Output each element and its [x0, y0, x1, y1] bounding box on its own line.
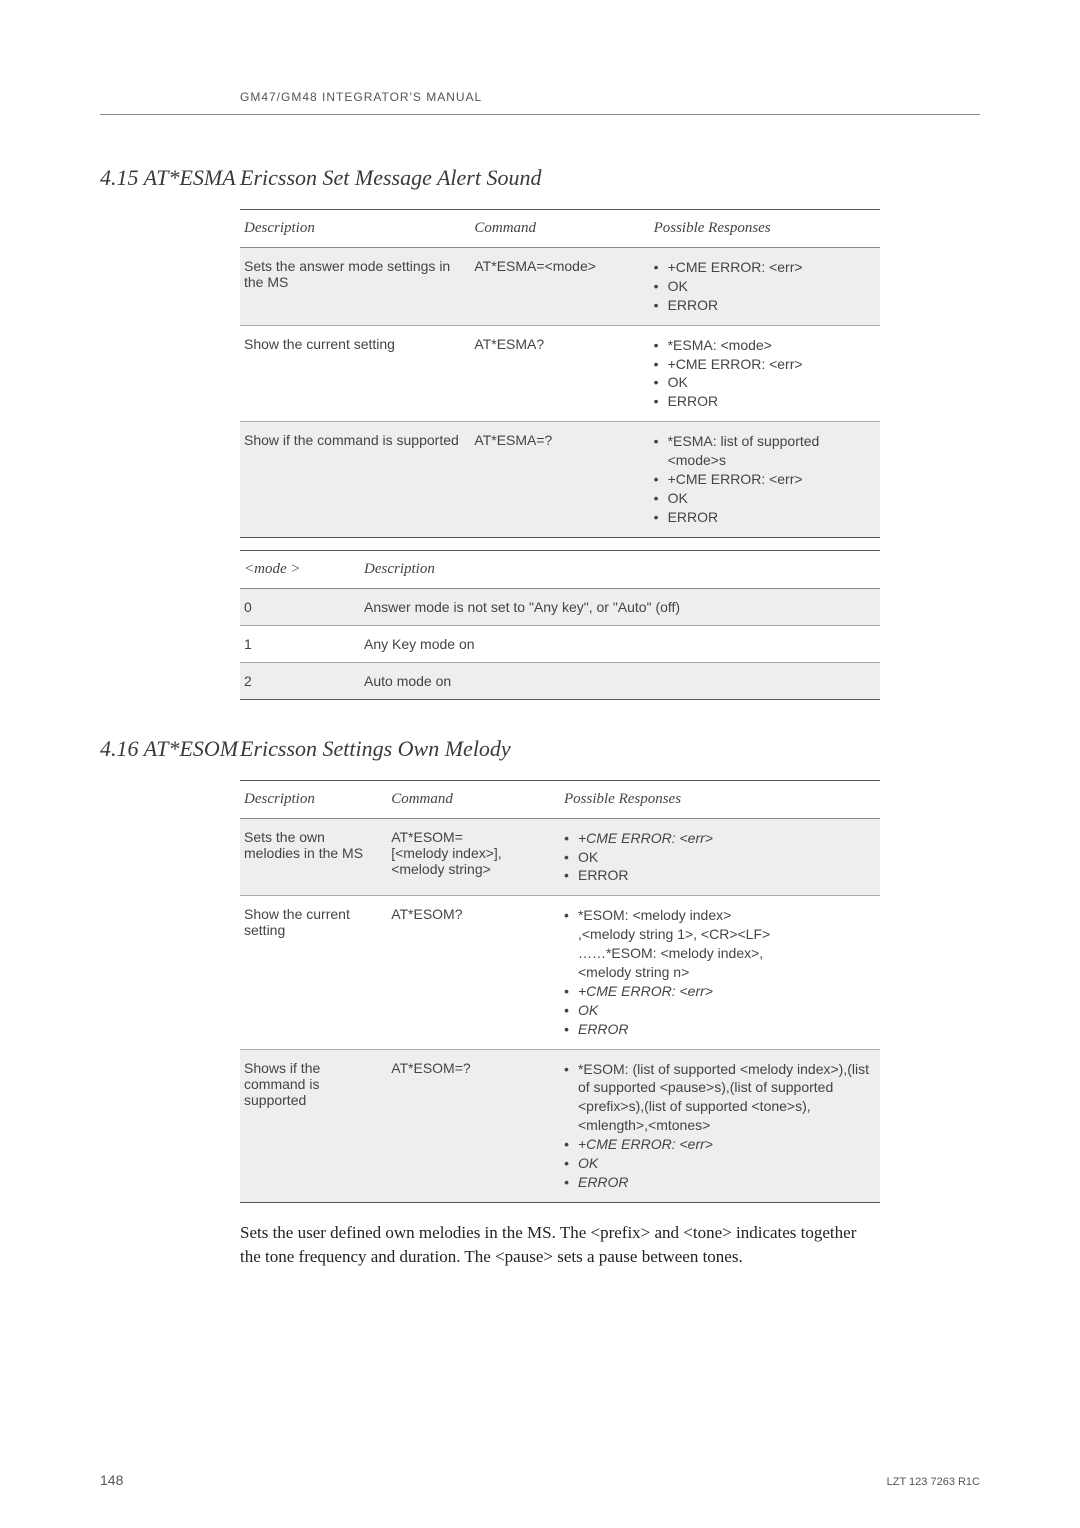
cell-responses: *ESOM: (list of supported <melody index>…: [560, 1049, 880, 1202]
response-item: *ESOM: <melody index> ,<melody string 1>…: [564, 906, 872, 982]
col-command: Command: [387, 780, 560, 818]
table-row: Shows if the command is supportedAT*ESOM…: [240, 1049, 880, 1202]
cell-description: Show the current setting: [240, 896, 387, 1049]
table-row: Sets the own melodies in the MSAT*ESOM= …: [240, 818, 880, 896]
esma-mode-table: <mode > Description 0Answer mode is not …: [240, 550, 880, 700]
col-mode-desc: Description: [360, 550, 880, 588]
table-row: 1Any Key mode on: [240, 625, 880, 662]
response-item: ERROR: [564, 1020, 872, 1039]
cell-mode: 2: [240, 662, 360, 699]
response-item: OK: [564, 1001, 872, 1020]
cell-command: AT*ESMA=<mode>: [470, 248, 649, 326]
response-item: OK: [654, 277, 872, 296]
table-head-row: <mode > Description: [240, 550, 880, 588]
body-paragraph: Sets the user defined own melodies in th…: [240, 1221, 880, 1269]
response-item: +CME ERROR: <err>: [654, 470, 872, 489]
cell-mode-desc: Auto mode on: [360, 662, 880, 699]
response-item: +CME ERROR: <err>: [654, 258, 872, 277]
cell-description: Sets the own melodies in the MS: [240, 818, 387, 896]
page: GM47/GM48 INTEGRATOR'S MANUAL 4.15 AT*ES…: [0, 0, 1080, 1528]
cell-mode-desc: Answer mode is not set to "Any key", or …: [360, 588, 880, 625]
table-row: 0Answer mode is not set to "Any key", or…: [240, 588, 880, 625]
response-item: OK: [564, 848, 872, 867]
cell-responses: *ESMA: list of supported <mode>s+CME ERR…: [650, 422, 880, 537]
table-head-row: Description Command Possible Responses: [240, 780, 880, 818]
cell-description: Shows if the command is supported: [240, 1049, 387, 1202]
cell-responses: *ESOM: <melody index> ,<melody string 1>…: [560, 896, 880, 1049]
response-item: *ESMA: <mode>: [654, 336, 872, 355]
cell-responses: *ESMA: <mode>+CME ERROR: <err>OKERROR: [650, 325, 880, 422]
response-item: +CME ERROR: <err>: [654, 355, 872, 374]
cell-responses: +CME ERROR: <err>OKERROR: [650, 248, 880, 326]
cell-command: AT*ESMA=?: [470, 422, 649, 537]
cell-mode-desc: Any Key mode on: [360, 625, 880, 662]
response-item: +CME ERROR: <err>: [564, 1135, 872, 1154]
doc-id: LZT 123 7263 R1C: [887, 1476, 980, 1488]
col-description: Description: [240, 210, 470, 248]
esom-command-table: Description Command Possible Responses S…: [240, 780, 880, 1203]
table-row: Show if the command is supportedAT*ESMA=…: [240, 422, 880, 537]
response-item: ERROR: [654, 296, 872, 315]
col-description: Description: [240, 780, 387, 818]
col-responses: Possible Responses: [560, 780, 880, 818]
response-item: +CME ERROR: <err>: [564, 829, 872, 848]
cell-description: Sets the answer mode settings in the MS: [240, 248, 470, 326]
table-row: Show the current settingAT*ESOM?*ESOM: <…: [240, 896, 880, 1049]
cell-command: AT*ESMA?: [470, 325, 649, 422]
col-command: Command: [470, 210, 649, 248]
response-item: ERROR: [654, 392, 872, 411]
section-title: Ericsson Set Message Alert Sound: [240, 165, 541, 191]
cell-mode: 0: [240, 588, 360, 625]
col-mode: <mode >: [240, 550, 360, 588]
response-item: OK: [654, 373, 872, 392]
cell-mode: 1: [240, 625, 360, 662]
page-number: 148: [100, 1472, 123, 1488]
table-head-row: Description Command Possible Responses: [240, 210, 880, 248]
section-heading-esom: 4.16 AT*ESOM Ericsson Settings Own Melod…: [100, 736, 980, 762]
response-item: OK: [564, 1154, 872, 1173]
section-number: 4.15 AT*ESMA: [100, 165, 240, 191]
cell-responses: +CME ERROR: <err>OKERROR: [560, 818, 880, 896]
cell-command: AT*ESOM=?: [387, 1049, 560, 1202]
cell-command: AT*ESOM?: [387, 896, 560, 1049]
cell-description: Show the current setting: [240, 325, 470, 422]
cell-command: AT*ESOM= [<melody index>], <melody strin…: [387, 818, 560, 896]
response-item: OK: [654, 489, 872, 508]
table-row: Sets the answer mode settings in the MSA…: [240, 248, 880, 326]
table-row: 2Auto mode on: [240, 662, 880, 699]
response-item: *ESOM: (list of supported <melody index>…: [564, 1060, 872, 1136]
col-responses: Possible Responses: [650, 210, 880, 248]
response-item: ERROR: [564, 1173, 872, 1192]
table-row: Show the current settingAT*ESMA?*ESMA: <…: [240, 325, 880, 422]
page-footer: 148 LZT 123 7263 R1C: [100, 1472, 980, 1488]
section-title: Ericsson Settings Own Melody: [240, 736, 511, 762]
esma-command-table: Description Command Possible Responses S…: [240, 209, 880, 538]
response-item: ERROR: [654, 508, 872, 527]
running-header: GM47/GM48 INTEGRATOR'S MANUAL: [100, 90, 980, 115]
response-item: *ESMA: list of supported <mode>s: [654, 432, 872, 470]
response-item: +CME ERROR: <err>: [564, 982, 872, 1001]
response-item: ERROR: [564, 866, 872, 885]
section-heading-esma: 4.15 AT*ESMA Ericsson Set Message Alert …: [100, 165, 980, 191]
cell-description: Show if the command is supported: [240, 422, 470, 537]
section-number: 4.16 AT*ESOM: [100, 736, 240, 762]
